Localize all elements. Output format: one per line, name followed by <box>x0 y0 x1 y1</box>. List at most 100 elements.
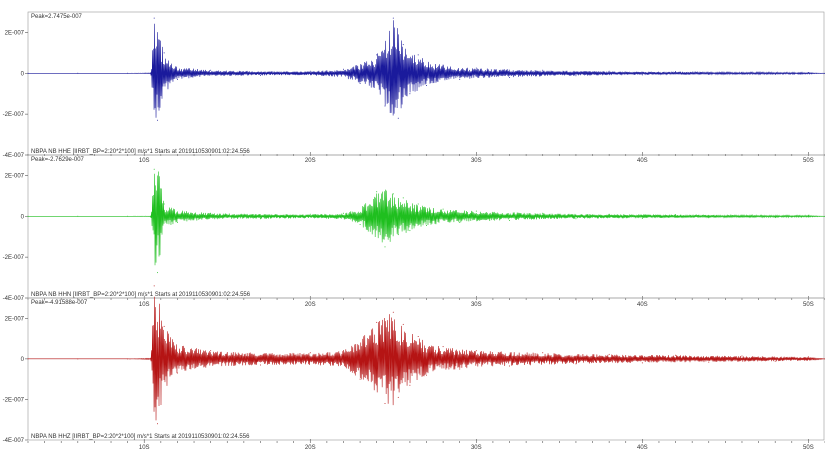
ytick-label: 2E-007 <box>5 173 25 179</box>
data-point <box>409 384 411 386</box>
data-point <box>163 203 165 205</box>
data-point <box>153 285 155 287</box>
data-point <box>417 203 419 205</box>
ytick-label: -2E-007 <box>3 112 25 118</box>
xtick-label: 30S <box>471 302 482 308</box>
data-point <box>384 246 386 248</box>
ytick-label: 0 <box>21 71 25 77</box>
xtick-label: 50S <box>803 158 814 164</box>
xtick-label: 20S <box>305 158 316 164</box>
data-point <box>27 72 29 74</box>
ytick-label: -2E-007 <box>3 255 25 261</box>
data-point <box>774 73 776 75</box>
data-point <box>163 52 165 54</box>
data-point <box>402 44 404 46</box>
data-point <box>127 72 129 74</box>
data-point <box>641 217 643 219</box>
data-point <box>150 72 152 74</box>
panel-frame-2 <box>27 297 825 441</box>
data-point <box>397 117 399 119</box>
seismic-trace-0 <box>28 20 825 118</box>
xtick-label: 40S <box>637 158 648 164</box>
data-point <box>608 70 610 72</box>
data-point <box>150 215 152 217</box>
data-point <box>741 71 743 73</box>
data-point <box>807 214 809 216</box>
data-point <box>542 212 544 214</box>
ytick-label: 2E-007 <box>5 30 25 36</box>
data-point <box>417 54 419 56</box>
data-point <box>475 210 477 212</box>
data-point <box>426 374 427 376</box>
data-point <box>475 350 477 352</box>
data-point <box>641 362 643 364</box>
data-point <box>176 372 178 374</box>
data-point <box>442 64 444 66</box>
data-point <box>210 69 212 71</box>
data-point <box>359 223 361 225</box>
data-point <box>384 105 386 107</box>
data-point <box>342 68 344 70</box>
data-point <box>442 346 444 348</box>
xtick-label: 50S <box>803 302 814 308</box>
data-point <box>376 191 378 193</box>
peak-label: Peak=-4.91588e-007 <box>31 300 88 306</box>
data-point <box>309 213 311 215</box>
data-point <box>509 365 511 367</box>
ytick-label: 2E-007 <box>5 316 25 322</box>
data-point <box>575 218 577 220</box>
data-point <box>210 350 212 352</box>
data-point <box>157 272 159 274</box>
data-point <box>163 325 165 327</box>
data-point <box>359 83 361 84</box>
data-point <box>509 76 511 78</box>
data-point <box>608 353 610 355</box>
data-point <box>402 197 404 199</box>
ytick-label: -2E-007 <box>3 397 25 403</box>
ytick-label: 0 <box>21 214 25 220</box>
data-point <box>608 213 610 215</box>
peak-label: Peak=-2.7629e-007 <box>31 157 85 163</box>
data-point <box>153 168 155 170</box>
data-point <box>150 357 152 359</box>
data-point <box>409 93 411 95</box>
data-point <box>402 323 404 325</box>
data-point <box>27 358 29 360</box>
data-point <box>77 72 79 74</box>
data-point <box>708 361 710 363</box>
xtick-label: 30S <box>471 445 482 451</box>
data-point <box>397 234 399 236</box>
data-point <box>675 71 677 73</box>
data-point <box>392 311 394 313</box>
ytick-label: -4E-007 <box>3 438 25 444</box>
data-point <box>459 368 461 370</box>
data-point <box>741 214 743 216</box>
data-point <box>27 215 29 217</box>
data-point <box>77 215 79 217</box>
data-point <box>542 69 544 71</box>
data-point <box>542 352 544 354</box>
data-point <box>774 360 776 362</box>
data-point <box>309 352 311 354</box>
data-point <box>309 70 311 72</box>
data-point <box>741 355 743 357</box>
data-point <box>459 221 461 223</box>
data-point <box>442 208 444 210</box>
data-point <box>259 74 261 76</box>
data-point <box>459 78 461 80</box>
xtick-label: 40S <box>637 302 648 308</box>
data-point <box>392 193 394 195</box>
data-point <box>376 321 378 323</box>
data-point <box>774 216 776 218</box>
peak-label: Peak=2.7475e-007 <box>31 14 83 20</box>
data-point <box>675 214 677 216</box>
data-point <box>384 402 386 404</box>
ytick-label: -4E-007 <box>3 296 25 302</box>
data-point <box>127 358 129 360</box>
xtick-label: 20S <box>305 445 316 451</box>
seismic-trace-2 <box>28 296 825 421</box>
data-point <box>342 350 344 352</box>
data-point <box>77 358 79 360</box>
data-point <box>409 230 411 232</box>
